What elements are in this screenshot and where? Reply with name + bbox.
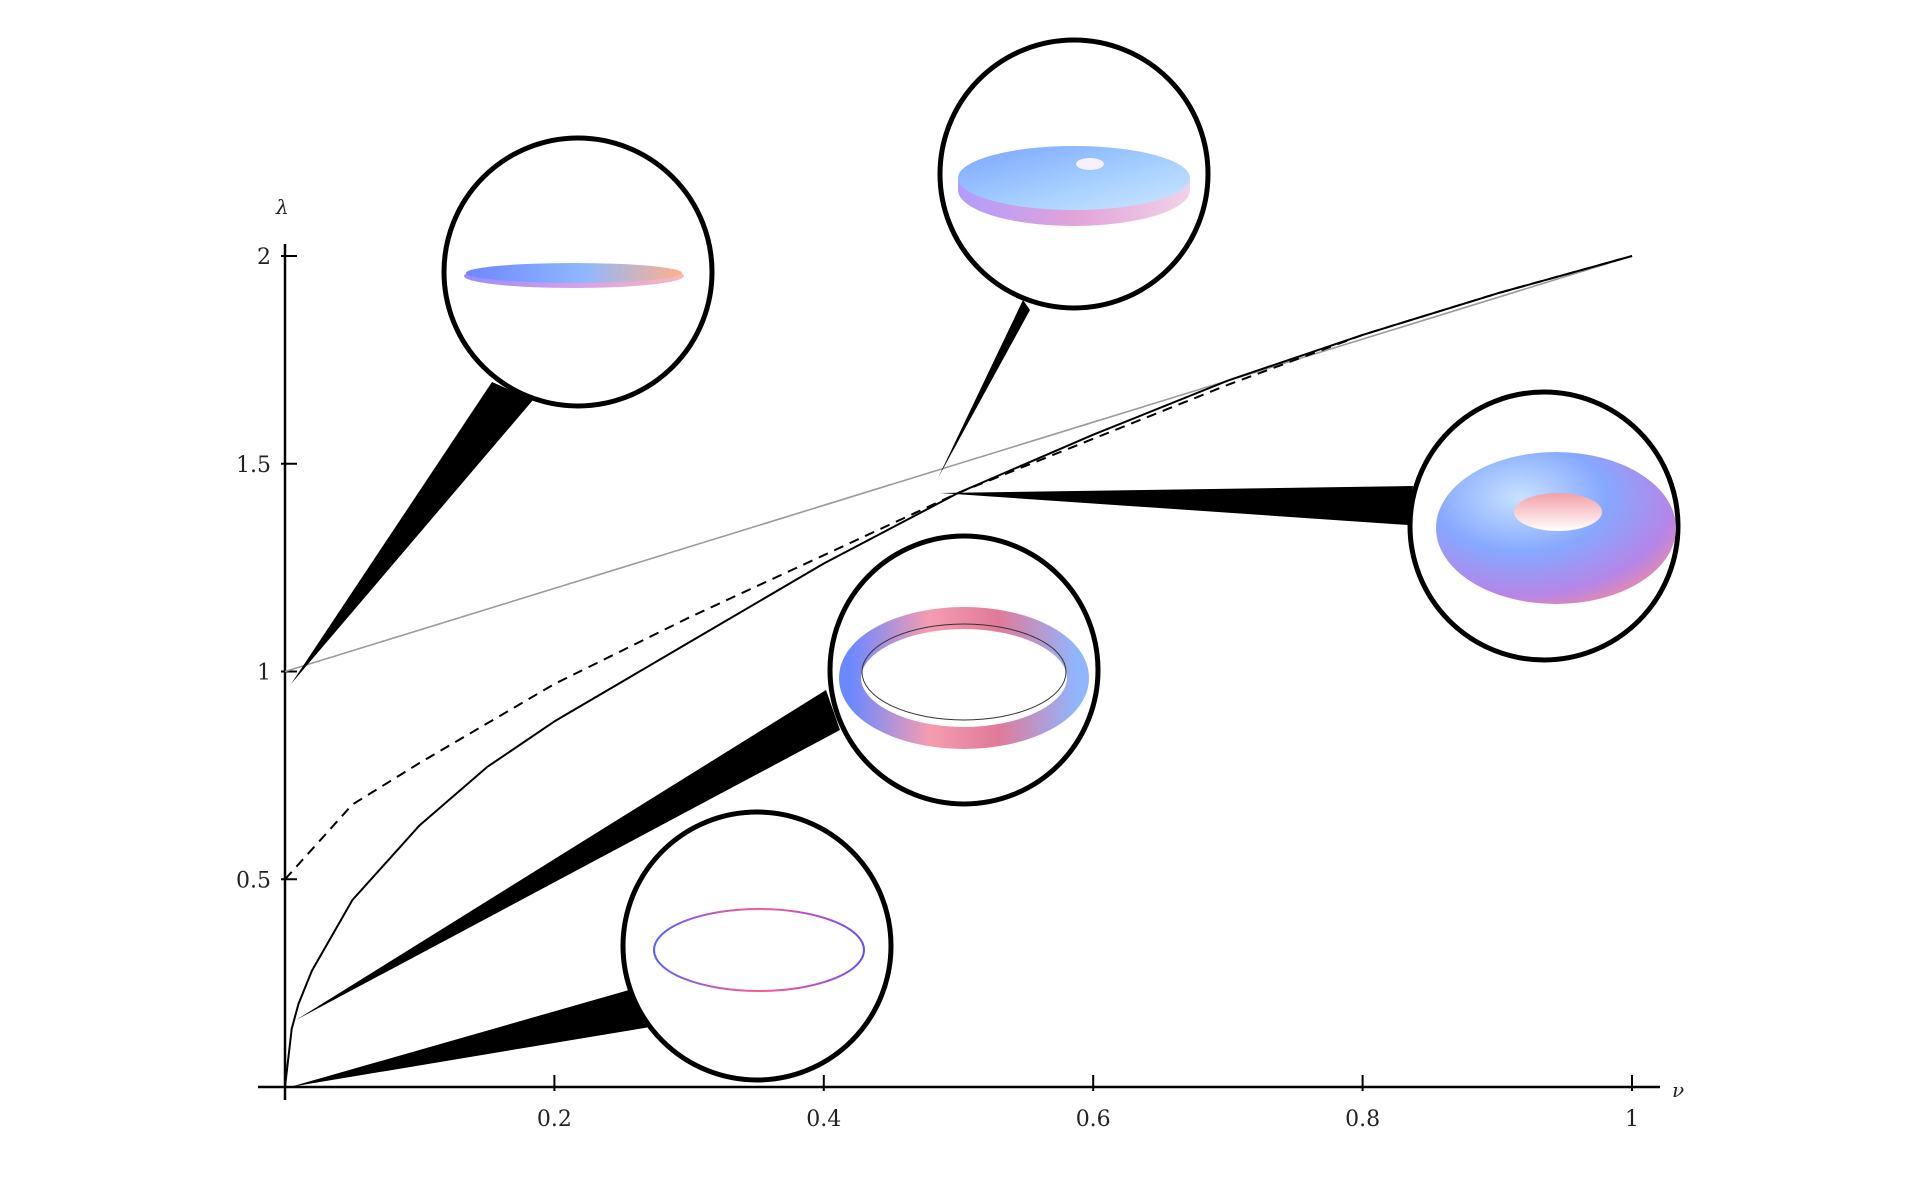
callout-wedge-wire-circle [290, 988, 650, 1087]
inset-thick-disk [937, 37, 1211, 311]
fat-torus-hole [1514, 493, 1602, 531]
inset-circle [827, 533, 1101, 807]
thick-disk-top [958, 146, 1190, 210]
thin-ring-icon [839, 607, 1089, 749]
x-ticks: 0.2 0.4 0.6 0.8 1 [537, 1075, 1639, 1132]
wire-circle-icon [653, 908, 865, 992]
x-tick-label: 0.8 [1345, 1107, 1380, 1132]
callout-wedges [290, 300, 1413, 1087]
y-tick-label: 0.5 [236, 868, 271, 893]
flat-disk-top [466, 263, 682, 283]
inset-circle [620, 809, 894, 1083]
y-tick-label: 1.5 [236, 453, 271, 478]
y-tick-label: 1 [257, 661, 271, 686]
series-layer [284, 255, 1633, 1088]
x-tick-label: 0.6 [1076, 1107, 1111, 1132]
series-line-solid-black [284, 255, 1633, 1088]
x-tick-label: 1 [1625, 1107, 1639, 1132]
x-axis-label: ν [1672, 1078, 1684, 1102]
x-tick-label: 0.2 [537, 1107, 572, 1132]
callout-wedge-fat-torus [940, 486, 1413, 525]
inset-wire-circle [620, 809, 894, 1083]
callout-wedge-thin-ring [296, 690, 840, 1020]
y-axis-label: λ [275, 195, 289, 219]
y-ticks: 0.5 1 1.5 2 [236, 245, 297, 893]
thin-ring-inner-edge [861, 623, 1067, 721]
x-tick-label: 0.4 [806, 1107, 841, 1132]
y-tick-label: 2 [257, 245, 271, 270]
inset-thin-ring [827, 533, 1101, 807]
callout-wedge-flat-disk [291, 382, 533, 684]
series-line-solid-gray [284, 255, 1633, 673]
callout-wedge-thick-disk [938, 300, 1030, 478]
thick-disk-dimple [1076, 158, 1104, 170]
inset-fat-torus [1407, 389, 1681, 663]
inset-flat-disk [441, 135, 715, 409]
